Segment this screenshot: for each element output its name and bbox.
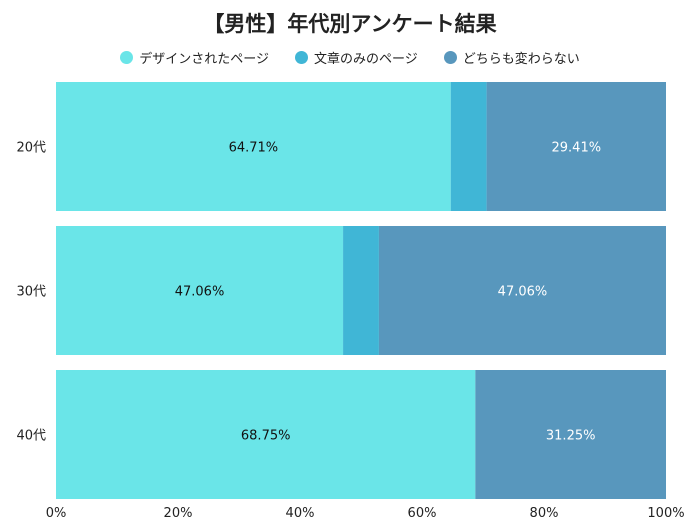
bar-segment (56, 226, 344, 355)
data-label: 31.25% (546, 429, 596, 444)
legend-swatch (294, 51, 308, 64)
bar-segment (450, 82, 487, 211)
x-tick-label: 20% (164, 506, 193, 521)
bar-segment (378, 226, 666, 355)
x-tick-label: 80% (530, 506, 559, 521)
legend-swatch (443, 51, 457, 64)
bar-segment (343, 226, 379, 355)
bar-segment (475, 370, 666, 499)
legend-swatch (120, 51, 134, 64)
legend-item-designed: デザインされたページ (120, 48, 269, 67)
data-label: 47.06% (175, 285, 225, 300)
data-label: 68.75% (241, 429, 291, 444)
chart-title: 【男性】年代別アンケート結果 (203, 12, 497, 36)
bar-segment (56, 370, 476, 499)
legend-label: デザインされたページ (139, 52, 269, 67)
legend-item-no-difference: どちらも変わらない (443, 48, 580, 67)
legend-item-text-only: 文章のみのページ (294, 48, 418, 67)
legend-label: どちらも変わらない (462, 52, 580, 67)
data-label: 64.71% (229, 141, 279, 156)
data-label: 29.41% (552, 141, 602, 156)
legend-label: 文章のみのページ (313, 52, 418, 67)
y-tick-label: 20代 (16, 141, 46, 156)
bar-segment (486, 82, 666, 211)
data-label: 47.06% (498, 285, 548, 300)
y-tick-label: 30代 (16, 285, 46, 300)
x-tick-label: 0% (46, 506, 67, 521)
bar-segment (56, 82, 451, 211)
y-tick-label: 40代 (16, 429, 46, 444)
x-tick-label: 60% (408, 506, 437, 521)
x-tick-label: 100% (647, 506, 684, 521)
x-tick-label: 40% (286, 506, 315, 521)
legend: デザインされたページ 文章のみのページ どちらも変わらない (0, 48, 700, 67)
